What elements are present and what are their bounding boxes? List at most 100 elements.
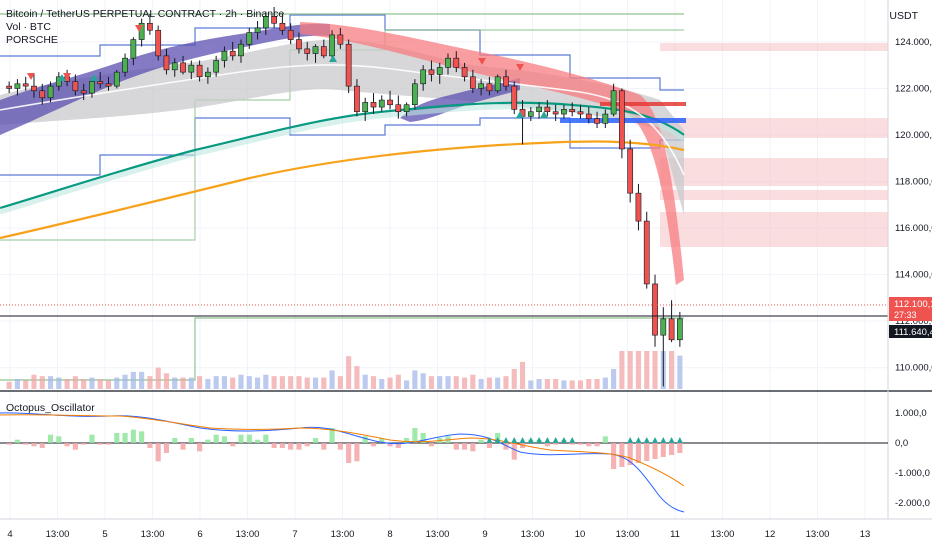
osc-hist-bar xyxy=(652,443,658,459)
osc-hist-bar xyxy=(271,443,277,448)
candle xyxy=(461,62,468,82)
volume-bar xyxy=(288,376,294,389)
osc-signal-triangle xyxy=(668,437,675,443)
candle-body xyxy=(72,81,79,92)
candle xyxy=(652,274,658,347)
osc-hist-bar xyxy=(511,443,517,460)
volume-bar xyxy=(56,377,62,389)
porsche-indicator-label[interactable]: PORSCHE xyxy=(6,34,58,46)
osc-hist-bar xyxy=(387,443,393,447)
candle xyxy=(205,67,211,84)
time-tick-label: 8 xyxy=(387,529,392,540)
candle-body xyxy=(635,192,642,222)
candle xyxy=(354,79,360,117)
volume-bar xyxy=(428,376,435,389)
volume-bar xyxy=(677,355,683,389)
osc-hist-bar xyxy=(602,436,608,443)
price-tick-label: 116.000,0 xyxy=(895,223,932,234)
candle xyxy=(246,27,253,49)
candle xyxy=(254,20,261,40)
candle xyxy=(561,104,567,119)
osc-hist-bar xyxy=(180,443,186,450)
osc-axis[interactable]: 1.000,0 0,0 -1.000,0 -2.000,0 xyxy=(895,408,930,509)
osc-hist-bar xyxy=(329,428,335,443)
ema-teal-shadow xyxy=(0,104,686,215)
currency-label[interactable]: USDT xyxy=(889,10,918,22)
price-tick-label: 118.000,0 xyxy=(895,177,932,188)
candle-body xyxy=(412,83,418,106)
candle-body xyxy=(428,69,435,75)
candle xyxy=(469,69,476,94)
osc-hist-bar xyxy=(263,434,269,443)
osc-hist-bar xyxy=(354,443,360,462)
osc-hist-bar xyxy=(14,439,20,443)
candle xyxy=(113,69,120,89)
candle-body xyxy=(453,57,460,68)
volume-bar xyxy=(370,376,377,389)
volume-bar xyxy=(486,377,492,389)
volume-bar xyxy=(569,380,575,389)
candle xyxy=(569,102,576,117)
candle xyxy=(213,55,220,77)
oscillator-title[interactable]: Octopus_Oscillator xyxy=(6,402,95,414)
candle-body xyxy=(180,62,186,73)
osc-hist-bar xyxy=(486,443,492,448)
time-tick-label: 13:00 xyxy=(806,529,830,540)
volume-indicator-label[interactable]: Vol · BTC xyxy=(6,21,51,33)
ema-orange-line xyxy=(0,140,685,240)
candle-body xyxy=(229,50,236,57)
volume-bar xyxy=(362,374,368,389)
osc-hist-bar xyxy=(635,443,642,463)
candle-body xyxy=(469,76,476,89)
candle xyxy=(486,76,493,96)
volume-bar xyxy=(445,376,451,389)
osc-tick-label: -1.000,0 xyxy=(895,468,930,479)
price-axis[interactable]: 124.000,0 122.000,0 120.000,0 118.000,0 116.… xyxy=(895,37,932,374)
osc-hist-bar xyxy=(147,443,153,448)
resistance-red-bar xyxy=(600,102,686,106)
osc-hist-bar xyxy=(230,443,236,447)
resistance-zones xyxy=(660,43,888,247)
osc-hist-bar xyxy=(47,434,54,443)
osc-hist-bar xyxy=(64,443,70,447)
symbol-title[interactable]: Bitcoin / TetherUS PERPETUAL CONTRACT · … xyxy=(6,8,285,20)
volume-bar xyxy=(64,379,70,389)
time-axis[interactable]: 4 13:00 5 13:00 6 13:00 7 13:00 8 13:00 9 13:00 10 13… xyxy=(7,529,870,540)
osc-signal-triangle xyxy=(643,437,650,443)
osc-signal-triangle xyxy=(494,437,501,443)
candle xyxy=(122,53,128,77)
osc-tick-label: 0,0 xyxy=(895,438,908,449)
osc-hist-bar xyxy=(420,433,426,443)
volume-bar xyxy=(114,377,120,389)
osc-tick-label: 1.000,0 xyxy=(895,408,927,419)
volume-bar xyxy=(453,376,459,389)
candle-body xyxy=(445,57,451,68)
candle-body xyxy=(163,55,170,71)
osc-hist-bar xyxy=(594,443,600,447)
candle-body xyxy=(337,34,344,45)
time-tick-label: 4 xyxy=(7,529,12,540)
volume-bar xyxy=(495,377,501,389)
chart-legend: Bitcoin / TetherUS PERPETUAL CONTRACT · … xyxy=(6,8,284,47)
osc-hist-bar xyxy=(553,443,559,445)
volume-bar xyxy=(238,374,244,389)
candle-body xyxy=(262,15,269,29)
candle xyxy=(80,83,87,101)
volume-bar xyxy=(627,351,633,389)
osc-hist-bar xyxy=(503,443,509,450)
candle xyxy=(47,81,54,103)
candle-body xyxy=(354,85,360,113)
osc-signal-triangle xyxy=(502,437,509,443)
osc-hist-bar xyxy=(362,436,368,443)
candle-body xyxy=(296,39,302,50)
volume-bar xyxy=(312,377,319,389)
candle-body xyxy=(569,109,576,113)
candle-body xyxy=(279,22,286,31)
volume-bar xyxy=(304,377,310,389)
candle-body xyxy=(676,318,683,341)
candle xyxy=(503,69,509,91)
volume-bar xyxy=(81,379,87,389)
candle-body xyxy=(577,111,584,115)
osc-hist-bar xyxy=(197,443,203,452)
